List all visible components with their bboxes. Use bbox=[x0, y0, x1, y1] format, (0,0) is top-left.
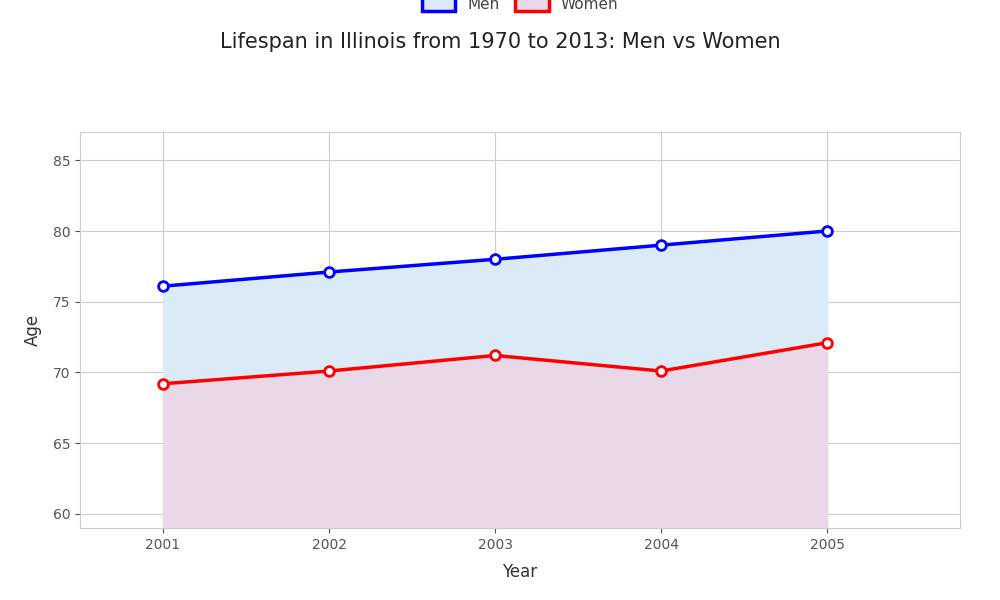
Text: Lifespan in Illinois from 1970 to 2013: Men vs Women: Lifespan in Illinois from 1970 to 2013: … bbox=[220, 32, 780, 52]
Legend: Men, Women: Men, Women bbox=[414, 0, 626, 20]
Y-axis label: Age: Age bbox=[24, 314, 42, 346]
X-axis label: Year: Year bbox=[502, 563, 538, 581]
